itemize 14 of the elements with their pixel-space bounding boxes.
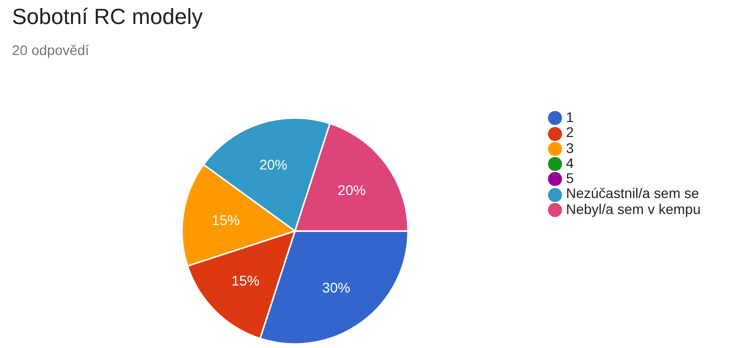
data-label: 30% <box>322 280 350 296</box>
data-label: 20% <box>259 156 288 172</box>
legend-label: 3 <box>566 140 574 156</box>
legend-label: 2 <box>566 124 574 140</box>
legend-label: 4 <box>566 154 574 171</box>
text: 20 odpovědí <box>12 42 90 58</box>
data-label: 15% <box>231 272 260 289</box>
legend-label: Nezúčastnil/a sem se <box>566 185 700 202</box>
data-label: 15% <box>212 212 240 228</box>
chart-title: Sobotní RC modely <box>12 4 203 30</box>
legend-label: Nebyl/a sem v kempu <box>566 200 701 217</box>
legend-label: 1 <box>566 109 574 125</box>
data-label: 20% <box>338 182 366 198</box>
legend-label: 5 <box>566 170 574 186</box>
